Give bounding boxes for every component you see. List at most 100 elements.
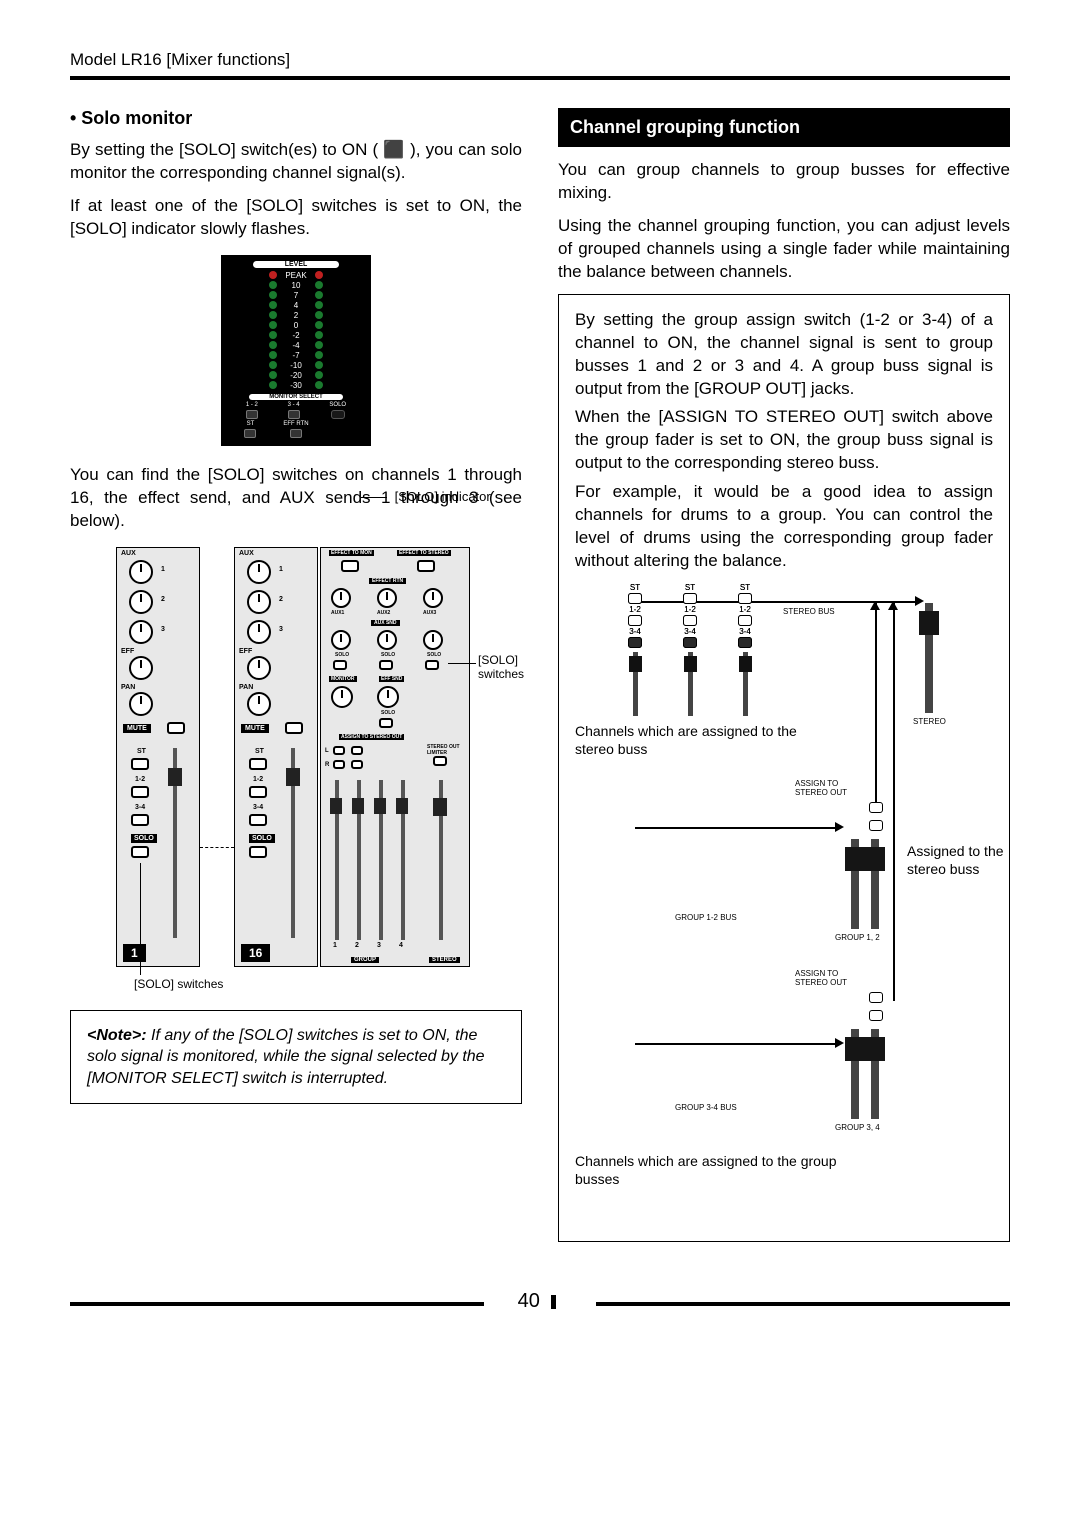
rtn-knob (377, 588, 397, 608)
g12-label: 1-2 (253, 776, 263, 783)
snd-knob (377, 630, 397, 650)
r-label: R (325, 762, 329, 768)
fader-cap (396, 798, 408, 814)
meter-led (315, 361, 323, 369)
master-strip: EFFECT TO MON EFFECT TO STEREO EFFECT RT… (320, 547, 470, 967)
g34-lbl: 3-4 (615, 627, 655, 636)
monitor-switch (290, 429, 302, 438)
meter-mark: -10 (281, 361, 311, 370)
assign-sw (869, 802, 883, 813)
solo-switch (131, 846, 149, 858)
group-p1: You can group channels to group busses f… (558, 159, 1010, 205)
box-p3: For example, it would be a good idea to … (575, 481, 993, 573)
meter-led (315, 271, 323, 279)
group-p2: Using the channel grouping function, you… (558, 215, 1010, 284)
eff-label: EFF (239, 648, 252, 655)
effect-rtn-label: EFFECT RTN (369, 578, 406, 584)
group-num: 2 (355, 942, 359, 949)
meter-led (315, 381, 323, 389)
aux-solo-switch (379, 660, 393, 670)
assign-label: ASSIGN TO STEREO OUT (339, 734, 404, 740)
knob-num: 2 (161, 596, 165, 603)
level-label: LEVEL (253, 261, 339, 268)
arrow-icon (835, 1038, 844, 1048)
callout-line (140, 863, 141, 975)
monitor-switch (244, 429, 256, 438)
meter-led (269, 271, 277, 279)
fader-cap (330, 798, 342, 814)
mute-label: MUTE (241, 724, 269, 733)
group-num: 3 (377, 942, 381, 949)
knob-num: 2 (279, 596, 283, 603)
g12-lbl: 1-2 (615, 605, 655, 614)
assign-label: ASSIGN TO STEREO OUT (795, 969, 847, 987)
note-box: <Note>: If any of the [SOLO] switches is… (70, 1010, 522, 1105)
meter-mark: 7 (281, 291, 311, 300)
meter-led (269, 331, 277, 339)
g12-sw (738, 615, 752, 626)
group-assigned-text: Channels which are assigned to the group… (575, 1153, 855, 1188)
aux-knob (247, 590, 271, 614)
monitor-switch (288, 410, 300, 419)
box-p2: When the [ASSIGN TO STEREO OUT] switch a… (575, 406, 993, 475)
mute-label: MUTE (123, 724, 151, 733)
content-columns: • Solo monitor By setting the [SOLO] swi… (70, 108, 1010, 1256)
right-column: Channel grouping function You can group … (558, 108, 1010, 1256)
sw-label: EFF RTN (283, 421, 308, 427)
g34-label: 3-4 (135, 804, 145, 811)
l-label: L (325, 748, 329, 754)
aux-knob (247, 620, 271, 644)
knob-num: 3 (279, 626, 283, 633)
stereo-label: STEREO (429, 957, 460, 963)
header-rule (70, 76, 1010, 80)
g34-switch (131, 814, 149, 826)
meter-led (315, 311, 323, 319)
arrow-icon (835, 822, 844, 832)
monitor-label: MONITOR (329, 676, 357, 682)
g34-sw (683, 637, 697, 648)
monitor-switch-row-1: 1 - 2 3 - 4 SOLO (225, 402, 367, 419)
knob-num: 3 (161, 626, 165, 633)
g34-label: 3-4 (253, 804, 263, 811)
ch-module: ST 1-2 3-4 (725, 583, 765, 716)
aux-knob (129, 590, 153, 614)
eff-label: EFF (121, 648, 134, 655)
group-fader (871, 839, 879, 929)
monitor-switch (246, 410, 258, 419)
solo-monitor-heading: • Solo monitor (70, 108, 522, 129)
box-p1: By setting the group assign switch (1-2 … (575, 309, 993, 401)
footer-tick-icon (551, 1295, 556, 1309)
rtn-knob (423, 588, 443, 608)
meter-led (315, 351, 323, 359)
assign-sw (869, 992, 883, 1003)
ch-fader (743, 652, 748, 716)
eff-snd-knob (377, 686, 399, 708)
meter-led (269, 361, 277, 369)
meter-mark: 0 (281, 321, 311, 330)
fader-cap (286, 768, 300, 786)
solo-switches-right-callout: [SOLO] switches (478, 653, 524, 681)
sw-label: SOLO (329, 402, 346, 408)
mute-switch (167, 722, 185, 734)
st-lbl: ST (725, 583, 765, 592)
assign-switch (351, 760, 363, 769)
fader-cap (374, 798, 386, 814)
meter-led (315, 331, 323, 339)
up-line (875, 601, 877, 811)
g34-switch (249, 814, 267, 826)
aux-knob (129, 560, 153, 584)
assigned-text: Assigned to the stereo buss (907, 843, 1007, 878)
note-text: If any of the [SOLO] switches is set to … (87, 1027, 485, 1087)
aux-solo-switch (333, 660, 347, 670)
up-line (893, 601, 895, 1001)
sw-label: 1 - 2 (246, 402, 258, 408)
group-fader (851, 1029, 859, 1119)
g12-sw (628, 615, 642, 626)
ch-module: ST 1-2 3-4 (670, 583, 710, 716)
group12-bus-line (635, 827, 835, 829)
group-fader (871, 1029, 879, 1119)
mixer-figure: AUX 1 2 3 EFF PAN MUTE ST 1-2 3-4 (70, 547, 522, 992)
solo-mini-label: SOLO (381, 652, 395, 658)
meter-led (269, 281, 277, 289)
level-meter-figure: LEVEL PEAK 10 7 4 2 0 -2 -4 -7 -10 -20 -… (70, 255, 522, 446)
